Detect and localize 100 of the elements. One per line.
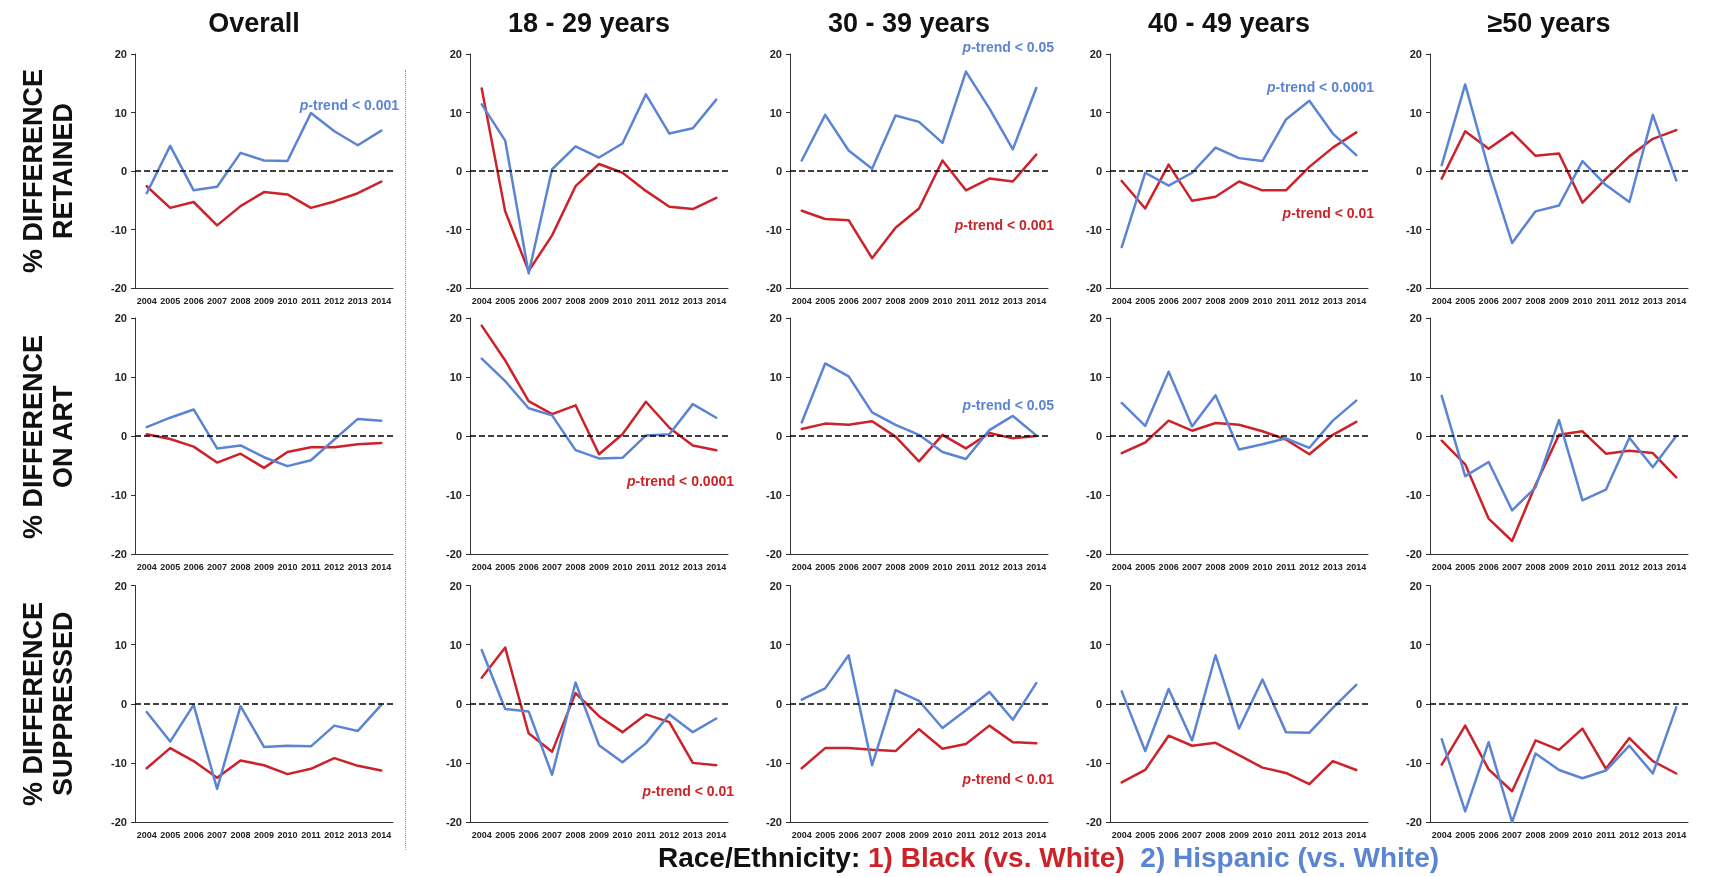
y-tick-label: 0 bbox=[775, 697, 782, 710]
x-tick-label: 2006 bbox=[1478, 561, 1499, 572]
x-tick-label: 2007 bbox=[1182, 295, 1203, 306]
y-tick-label: -20 bbox=[1086, 548, 1102, 560]
y-tick-label: -20 bbox=[766, 548, 782, 560]
x-tick-label: 2004 bbox=[791, 829, 812, 840]
line-series bbox=[800, 654, 1038, 767]
x-tick-label: 2008 bbox=[565, 829, 586, 840]
x-tick-label: 2013 bbox=[1002, 295, 1023, 306]
y-tick-label: -10 bbox=[1086, 756, 1102, 769]
y-tick-label: 20 bbox=[1409, 579, 1422, 592]
y-tick-label: -10 bbox=[446, 223, 462, 236]
x-tick-label: 2014 bbox=[1346, 561, 1367, 572]
y-tick-label: 20 bbox=[449, 579, 462, 592]
y-tick-label: 0 bbox=[775, 430, 782, 442]
x-tick-label: 2006 bbox=[183, 561, 204, 572]
y-tick-label: -20 bbox=[1406, 282, 1422, 294]
y-tick-label: 0 bbox=[1095, 697, 1102, 710]
y-tick-label: 10 bbox=[769, 106, 782, 119]
x-tick-label: 2013 bbox=[1002, 561, 1023, 572]
chart-title: 18 - 29 years bbox=[507, 7, 671, 38]
x-tick-label: 2011 bbox=[636, 295, 656, 306]
x-tick-label: 2011 bbox=[956, 829, 976, 840]
x-tick-label: 2004 bbox=[471, 561, 492, 572]
x-tick-label: 2004 bbox=[1431, 829, 1452, 840]
legend-title: Race/Ethnicity: bbox=[657, 842, 862, 873]
x-tick-label: 2005 bbox=[160, 829, 181, 840]
x-tick-label: 2010 bbox=[1572, 829, 1593, 840]
x-tick-label: 2008 bbox=[885, 561, 906, 572]
y-tick-label: -10 bbox=[766, 489, 782, 501]
y-tick-label: 20 bbox=[114, 579, 127, 592]
x-tick-label: 2011 bbox=[301, 829, 321, 840]
line-series bbox=[1440, 706, 1678, 824]
x-tick-label: 2011 bbox=[1596, 829, 1616, 840]
x-tick-label: 2012 bbox=[324, 829, 345, 840]
y-tick-label: 0 bbox=[1415, 430, 1422, 442]
y-tick-label: -10 bbox=[111, 756, 127, 769]
y-tick-label: 0 bbox=[455, 697, 462, 710]
x-tick-label: 2012 bbox=[659, 561, 680, 572]
chart-title: 30 - 39 years bbox=[827, 7, 991, 38]
x-tick-label: 2010 bbox=[1572, 561, 1593, 572]
x-tick-label: 2011 bbox=[636, 561, 656, 572]
x-tick-label: 2007 bbox=[207, 561, 228, 572]
x-tick-label: 2005 bbox=[815, 561, 836, 572]
x-tick-label: 2014 bbox=[706, 829, 727, 840]
y-tick-label: -10 bbox=[766, 223, 782, 236]
y-tick-label: 10 bbox=[769, 371, 782, 383]
x-tick-label: 2013 bbox=[347, 561, 368, 572]
x-tick-label: 2014 bbox=[371, 295, 392, 306]
y-tick-label: 10 bbox=[1089, 638, 1102, 651]
x-tick-label: 2013 bbox=[1642, 829, 1663, 840]
x-tick-label: 2014 bbox=[1666, 295, 1687, 306]
x-tick-label: 2007 bbox=[862, 829, 883, 840]
x-tick-label: 2007 bbox=[1502, 829, 1523, 840]
y-tick-label: -20 bbox=[446, 548, 462, 560]
y-tick-label: 0 bbox=[455, 165, 462, 177]
x-tick-label: 2014 bbox=[1026, 829, 1047, 840]
x-tick-label: 2008 bbox=[1205, 829, 1226, 840]
x-tick-label: 2012 bbox=[1619, 295, 1640, 306]
line-series bbox=[800, 724, 1038, 770]
x-tick-label: 2006 bbox=[518, 829, 539, 840]
x-tick-label: 2012 bbox=[1299, 829, 1320, 840]
y-tick-label: -20 bbox=[111, 816, 127, 828]
text: 1) Black (vs. White) bbox=[868, 842, 1125, 873]
line-series bbox=[800, 70, 1038, 170]
x-tick-label: 2013 bbox=[682, 561, 703, 572]
x-tick-label: 2011 bbox=[636, 829, 656, 840]
x-tick-label: 2008 bbox=[230, 561, 251, 572]
x-tick-label: 2005 bbox=[1135, 561, 1156, 572]
x-tick-label: 2009 bbox=[908, 295, 930, 306]
x-tick-label: 2009 bbox=[1228, 829, 1250, 840]
x-tick-label: 2010 bbox=[1252, 561, 1273, 572]
x-tick-label: 2005 bbox=[1135, 295, 1156, 306]
x-tick-label: 2010 bbox=[1252, 829, 1273, 840]
x-tick-label: 2006 bbox=[518, 561, 539, 572]
x-tick-label: 2004 bbox=[136, 561, 157, 572]
x-tick-label: 2010 bbox=[932, 829, 953, 840]
x-tick-label: 2013 bbox=[682, 295, 703, 306]
chart-title: 40 - 49 years bbox=[1147, 7, 1311, 38]
x-tick-label: 2005 bbox=[1455, 829, 1476, 840]
x-tick-label: 2006 bbox=[838, 561, 859, 572]
y-tick-label: 20 bbox=[769, 48, 782, 60]
x-tick-label: 2004 bbox=[1111, 829, 1132, 840]
x-tick-label: 2014 bbox=[1666, 561, 1687, 572]
x-tick-label: 2004 bbox=[136, 829, 157, 840]
y-tick-label: 10 bbox=[1409, 106, 1422, 119]
x-tick-label: 2006 bbox=[183, 829, 204, 840]
y-tick-label: 20 bbox=[1089, 48, 1102, 60]
x-tick-label: 2014 bbox=[1666, 829, 1687, 840]
y-tick-label: 10 bbox=[114, 371, 127, 383]
x-tick-label: 2008 bbox=[565, 561, 586, 572]
y-tick-label: 20 bbox=[449, 48, 462, 60]
y-tick-label: -20 bbox=[766, 282, 782, 294]
y-tick-label: 10 bbox=[1409, 638, 1422, 651]
x-tick-label: 2011 bbox=[956, 561, 976, 572]
x-tick-label: 2012 bbox=[659, 829, 680, 840]
y-tick-label: -20 bbox=[1086, 282, 1102, 294]
y-tick-label: -10 bbox=[111, 489, 127, 501]
y-tick-label: 20 bbox=[114, 312, 127, 324]
line-series bbox=[145, 180, 383, 227]
